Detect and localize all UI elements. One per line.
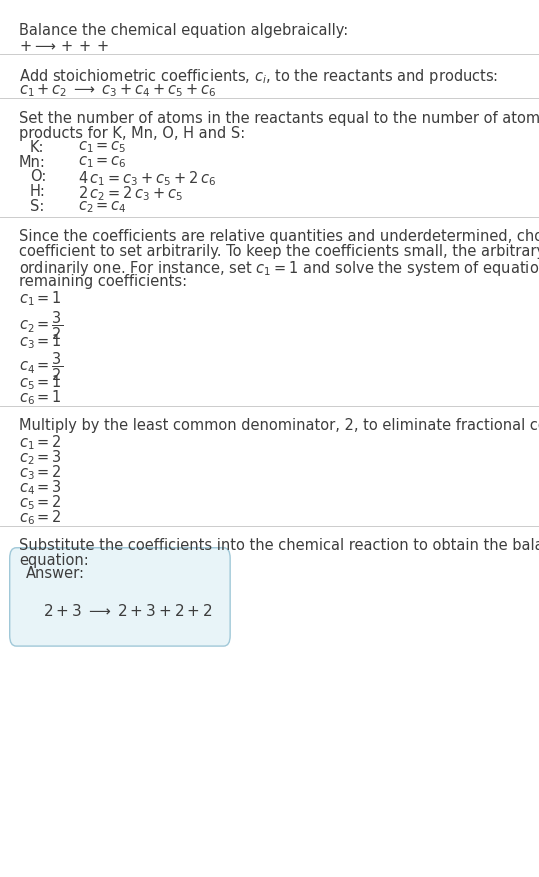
Text: S:: S: [30, 199, 44, 214]
Text: $c_1 = 1$: $c_1 = 1$ [19, 289, 61, 308]
Text: Substitute the coefficients into the chemical reaction to obtain the balanced: Substitute the coefficients into the che… [19, 538, 539, 553]
Text: Multiply by the least common denominator, 2, to eliminate fractional coefficient: Multiply by the least common denominator… [19, 417, 539, 432]
Text: Mn:: Mn: [19, 154, 46, 169]
Text: $2\,c_2 = 2\,c_3 + c_5$: $2\,c_2 = 2\,c_3 + c_5$ [78, 184, 183, 203]
Text: Set the number of atoms in the reactants equal to the number of atoms in the: Set the number of atoms in the reactants… [19, 111, 539, 125]
Text: Since the coefficients are relative quantities and underdetermined, choose a: Since the coefficients are relative quan… [19, 229, 539, 244]
Text: ordinarily one. For instance, set $c_1 = 1$ and solve the system of equations fo: ordinarily one. For instance, set $c_1 =… [19, 259, 539, 278]
Text: Balance the chemical equation algebraically:: Balance the chemical equation algebraica… [19, 23, 348, 38]
Text: $c_2 = c_4$: $c_2 = c_4$ [78, 199, 127, 215]
Text: $c_4 = 3$: $c_4 = 3$ [19, 478, 62, 496]
Text: Answer:: Answer: [26, 566, 85, 581]
Text: $4\,c_1 = c_3 + c_5 + 2\,c_6$: $4\,c_1 = c_3 + c_5 + 2\,c_6$ [78, 169, 216, 188]
Text: $c_5 = 2$: $c_5 = 2$ [19, 493, 61, 511]
Text: products for K, Mn, O, H and S:: products for K, Mn, O, H and S: [19, 125, 245, 140]
Text: coefficient to set arbitrarily. To keep the coefficients small, the arbitrary va: coefficient to set arbitrarily. To keep … [19, 244, 539, 259]
Text: K:: K: [30, 139, 44, 154]
Text: Add stoichiometric coefficients, $c_i$, to the reactants and products:: Add stoichiometric coefficients, $c_i$, … [19, 67, 498, 86]
Text: $c_3 = 1$: $c_3 = 1$ [19, 332, 61, 350]
FancyBboxPatch shape [10, 548, 230, 646]
Text: $c_1 + c_2 \;\longrightarrow\; c_3 + c_4 + c_5 + c_6$: $c_1 + c_2 \;\longrightarrow\; c_3 + c_4… [19, 82, 216, 99]
Text: $c_2 = 3$: $c_2 = 3$ [19, 448, 62, 467]
Text: $+ \longrightarrow + + +$: $+ \longrightarrow + + +$ [19, 39, 109, 53]
Text: $c_3 = 2$: $c_3 = 2$ [19, 463, 61, 481]
Text: $c_6 = 1$: $c_6 = 1$ [19, 388, 61, 406]
Text: equation:: equation: [19, 553, 88, 567]
Text: O:: O: [30, 169, 46, 184]
Text: H:: H: [30, 184, 45, 199]
Text: $c_4 = \dfrac{3}{2}$: $c_4 = \dfrac{3}{2}$ [19, 350, 63, 382]
Text: remaining coefficients:: remaining coefficients: [19, 274, 187, 289]
Text: $c_1 = c_5$: $c_1 = c_5$ [78, 139, 127, 155]
Text: $c_2 = \dfrac{3}{2}$: $c_2 = \dfrac{3}{2}$ [19, 309, 63, 341]
Text: $2 + 3 \;\longrightarrow\; 2 + 3 + 2 + 2$: $2 + 3 \;\longrightarrow\; 2 + 3 + 2 + 2… [43, 602, 213, 618]
Text: $c_1 = c_6$: $c_1 = c_6$ [78, 154, 127, 170]
Text: $c_6 = 2$: $c_6 = 2$ [19, 508, 61, 526]
Text: $c_5 = 1$: $c_5 = 1$ [19, 373, 61, 391]
Text: $c_1 = 2$: $c_1 = 2$ [19, 433, 61, 452]
